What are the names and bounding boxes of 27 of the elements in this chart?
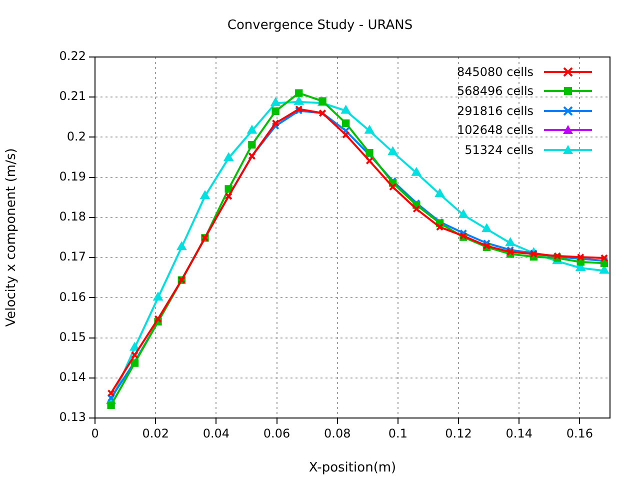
y-tick-label: 0.13 — [59, 410, 86, 424]
legend-label: 102648 cells — [457, 123, 534, 138]
y-tick-label: 0.22 — [59, 49, 86, 64]
y-tick-label: 0.17 — [59, 250, 86, 264]
x-tick-label: 0.06 — [263, 426, 290, 440]
y-tick-label: 0.15 — [59, 330, 86, 344]
x-tick-label: 0.02 — [142, 426, 169, 440]
legend-label: 291816 cells — [457, 104, 534, 118]
y-tick-label: 0.21 — [59, 89, 86, 104]
chart-title: Convergence Study - URANS — [226, 18, 414, 33]
legend-label: 845080 cells — [457, 64, 534, 79]
x-tick-label: 0 — [91, 426, 99, 440]
y-tick-label: 0.19 — [59, 169, 86, 184]
x-tick-label: 0.16 — [566, 426, 594, 440]
y-tick-label: 0.16 — [59, 290, 86, 304]
x-tick-label: 0.12 — [445, 426, 472, 440]
x-tick-label: 0.04 — [202, 426, 230, 440]
y-axis-title: Velocity x component (m/s) — [4, 148, 20, 327]
y-tick-label: 0.2 — [66, 129, 86, 144]
legend-label: 568496 cells — [457, 84, 534, 98]
legend-label: 51324 cells — [464, 142, 534, 157]
y-tick-label: 0.14 — [59, 370, 86, 384]
x-tick-label: 0.1 — [388, 426, 408, 440]
x-tick-label: 0.08 — [324, 426, 351, 440]
x-axis-title: X-position(m) — [308, 460, 396, 476]
y-tick-label: 0.18 — [59, 210, 86, 224]
x-tick-label: 0.14 — [506, 426, 532, 440]
